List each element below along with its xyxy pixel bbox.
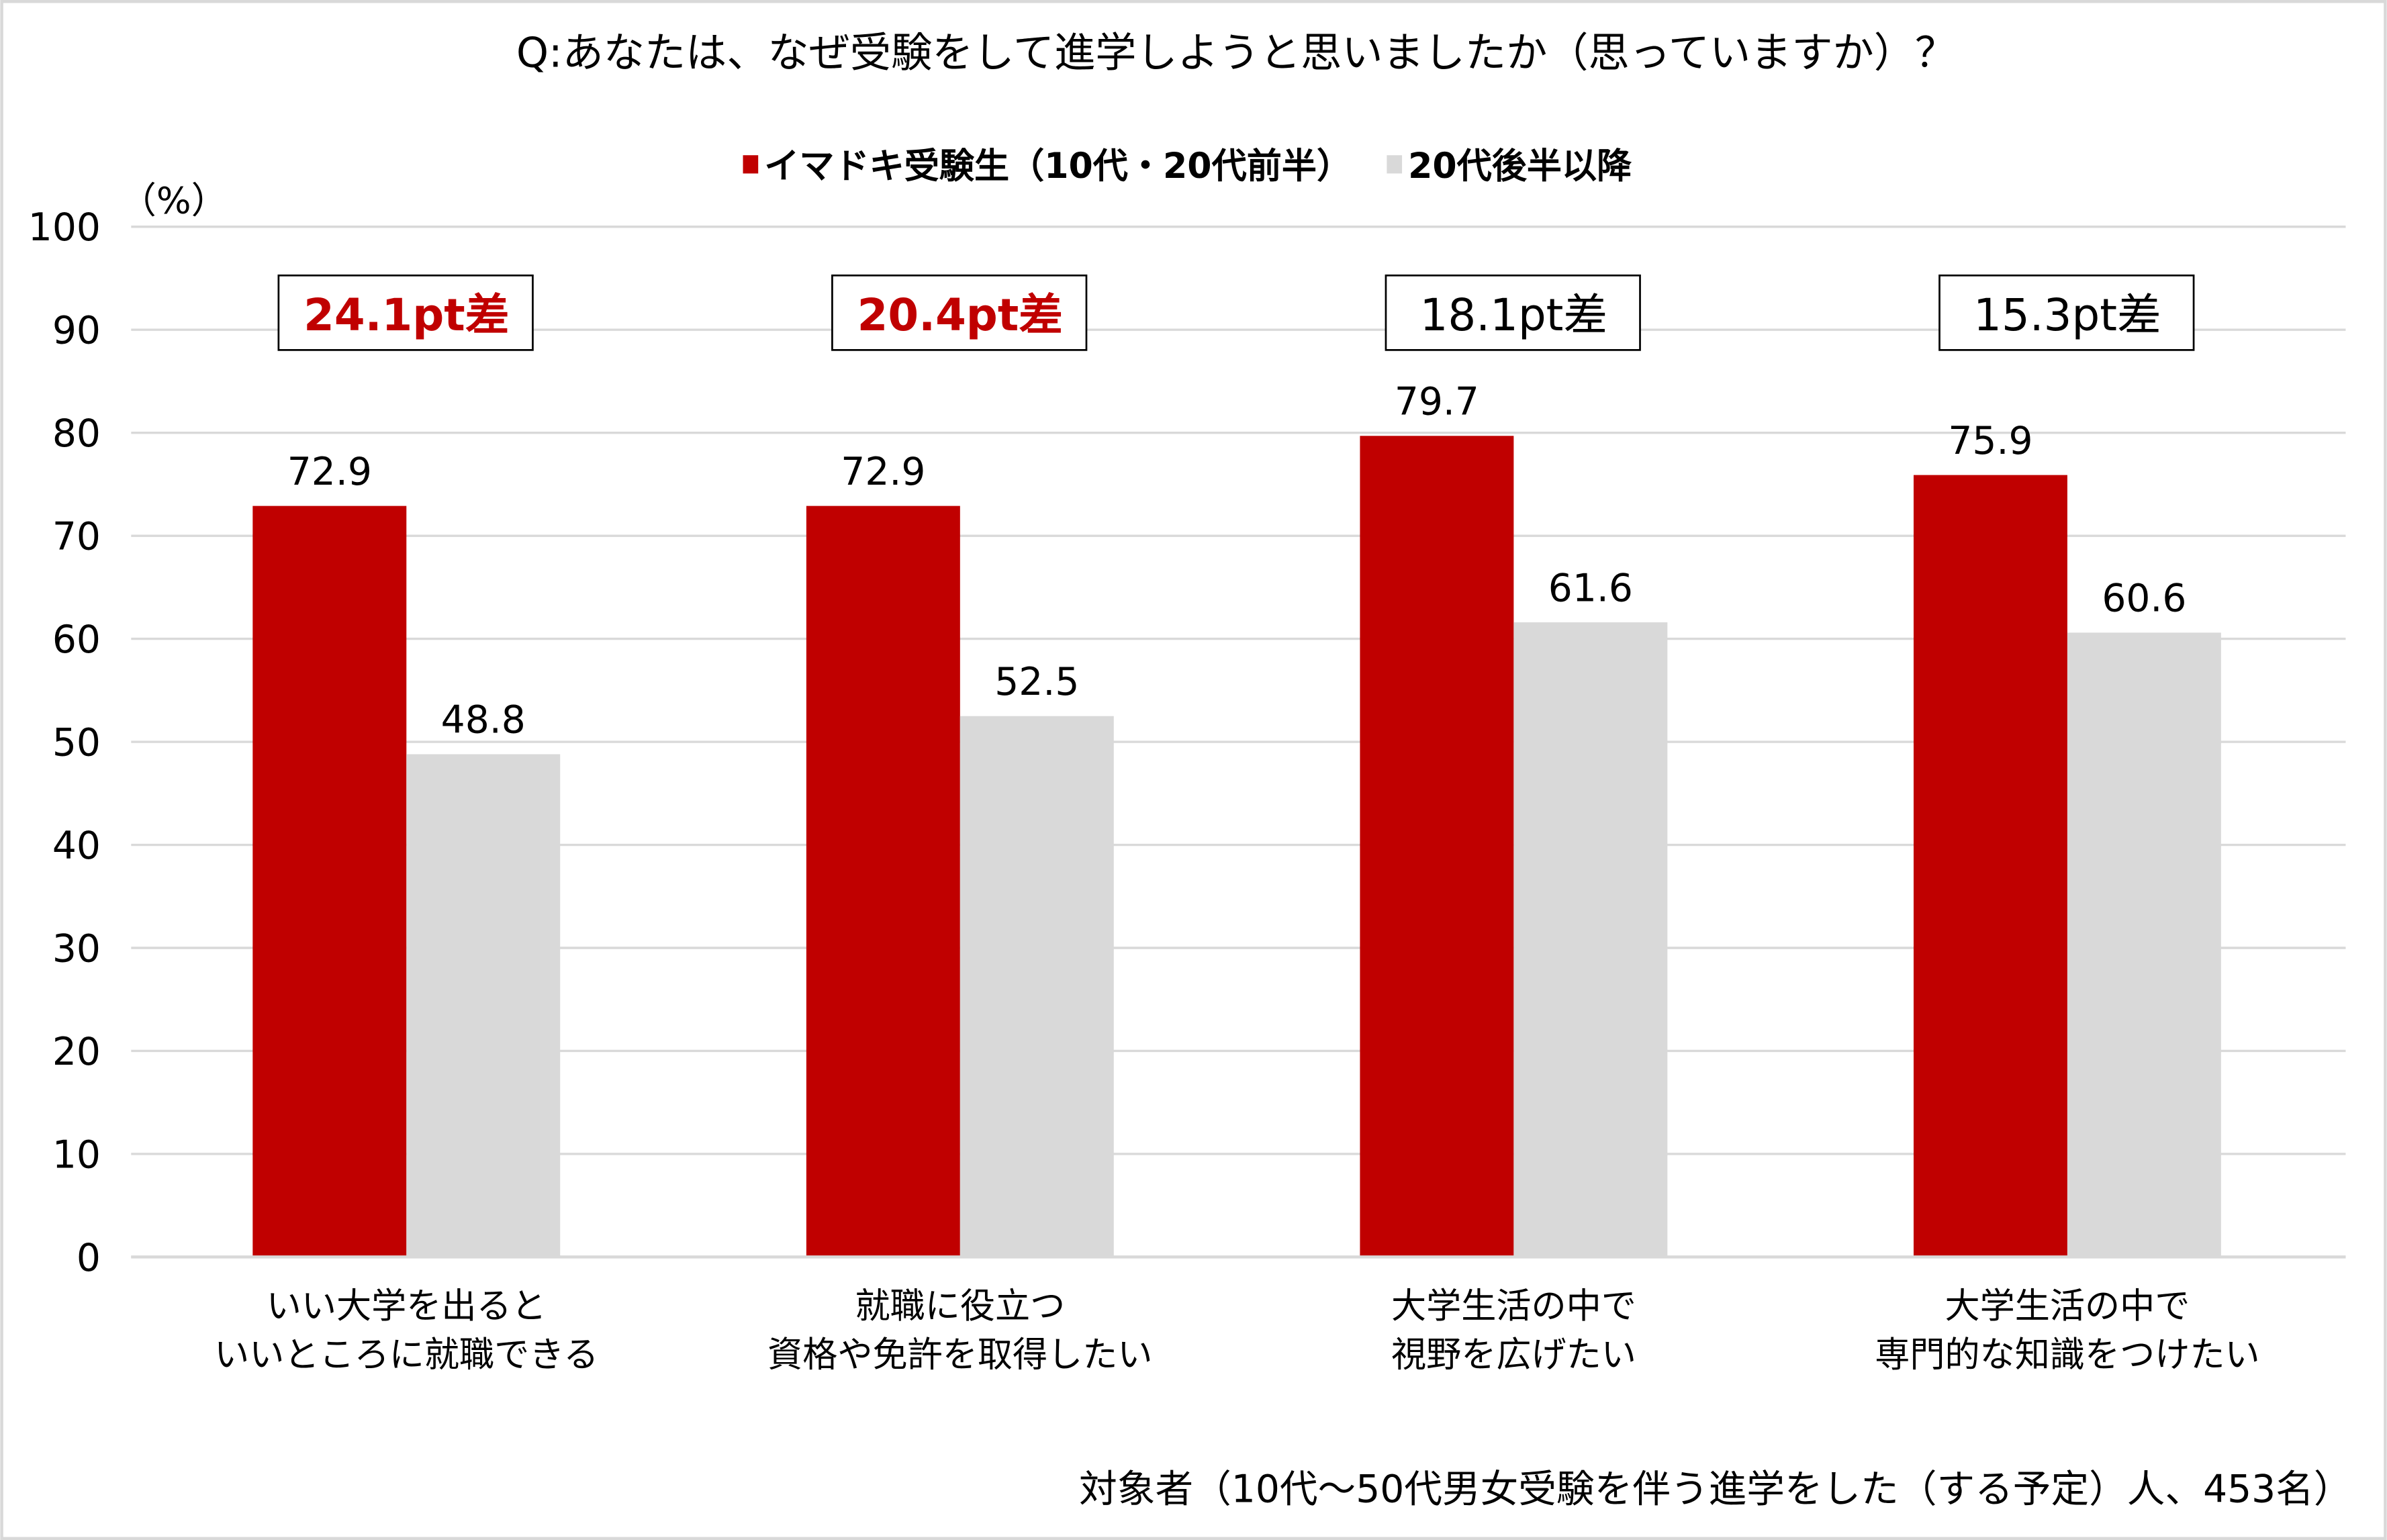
y-tick-label: 80 <box>52 412 101 456</box>
data-label: 48.8 <box>441 698 526 742</box>
difference-box <box>1385 274 1641 351</box>
x-tick-label: 大学生活の中で <box>1945 1286 2190 1327</box>
y-axis-label: （%） <box>120 179 228 222</box>
x-tick-label: 就職に役立つ <box>855 1286 1065 1327</box>
data-label: 52.5 <box>994 660 1079 704</box>
data-label: 72.9 <box>841 450 925 494</box>
y-tick-label: 20 <box>52 1030 101 1074</box>
bar <box>1513 622 1668 1257</box>
x-tick-label: 大学生活の中で <box>1391 1286 1636 1327</box>
chart-title: Q:あなたは、なぜ受験をして進学しようと思いましたか（思っていますか）？ <box>516 30 1956 77</box>
data-label: 79.7 <box>1395 380 1479 424</box>
y-tick-label: 50 <box>52 720 101 765</box>
y-tick-label: 70 <box>52 515 101 559</box>
difference-label: 20.4pt差 <box>857 289 1063 341</box>
bar <box>406 754 561 1257</box>
y-tick-label: 40 <box>52 824 101 868</box>
legend: イマドキ受験生（10代・20代前半） 20代後半以降 <box>743 146 1632 187</box>
y-tick-label: 100 <box>28 205 101 250</box>
bar <box>2067 632 2221 1257</box>
legend-swatch <box>1387 155 1403 174</box>
legend-label: 20代後半以降 <box>1408 146 1632 187</box>
difference-box <box>831 274 1088 351</box>
difference-box <box>1938 274 2195 351</box>
x-tick-label: いいところに就職できる <box>214 1335 598 1376</box>
y-tick-label: 60 <box>52 618 101 662</box>
bar <box>252 506 407 1257</box>
difference-label: 24.1pt差 <box>303 289 509 341</box>
x-tick-label: 視野を広げたい <box>1391 1335 1636 1376</box>
data-label: 61.6 <box>1548 566 1633 610</box>
difference-label: 15.3pt差 <box>1973 289 2161 341</box>
y-tick-label: 90 <box>52 309 101 353</box>
difference-box <box>277 274 534 351</box>
x-tick-label: いい大学を出ると <box>267 1286 547 1327</box>
footnote: 対象者（10代～50代男女受験を伴う進学をした（する予定）人、453名） <box>1079 1467 2351 1511</box>
bar <box>960 716 1114 1257</box>
y-tick-label: 0 <box>77 1236 101 1280</box>
x-tick-label: 資格や免許を取得したい <box>767 1335 1152 1376</box>
bar <box>1913 475 2067 1257</box>
y-tick-label: 10 <box>52 1133 101 1177</box>
legend-label: イマドキ受験生（10代・20代前半） <box>764 146 1352 187</box>
difference-label: 18.1pt差 <box>1420 289 1608 341</box>
y-tick-label: 30 <box>52 926 101 971</box>
legend-swatch <box>743 155 759 174</box>
x-tick-label: 専門的な知識をつけたい <box>1875 1335 2259 1376</box>
bar <box>806 506 960 1257</box>
data-label: 60.6 <box>2102 577 2186 621</box>
data-label: 72.9 <box>287 450 372 494</box>
bar <box>1360 436 1514 1257</box>
data-label: 75.9 <box>1948 419 2032 463</box>
